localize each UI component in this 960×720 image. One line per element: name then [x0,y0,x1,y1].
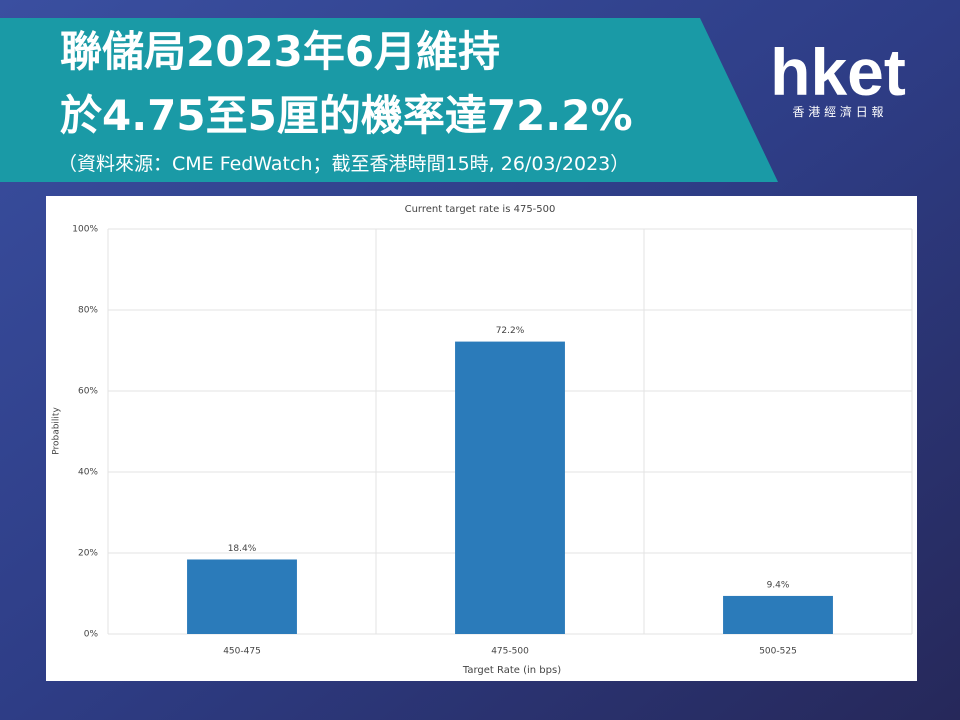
logo-subtitle: 香 港 經 濟 日 報 [792,104,883,119]
y-axis-label: Probability [52,407,62,455]
x-tick-label: 500-525 [759,647,797,657]
bar [723,595,833,634]
y-tick-label: 20% [78,549,98,559]
bar [455,341,565,634]
y-tick-label: 40% [78,468,98,478]
title-line: 聯儲局2023年6月維持 [60,27,500,76]
x-tick-label: 475-500 [491,647,529,657]
x-tick-label: 450-475 [223,647,261,657]
data-label: 18.4% [228,544,257,554]
y-tick-label: 0% [84,630,99,640]
title-banner [0,18,778,182]
logo: hket [770,35,906,109]
x-axis-label: Target Rate (in bps) [462,665,561,676]
title-line: 於4.75至5厘的機率達72.2% [60,91,633,140]
data-label: 72.2% [496,326,525,336]
y-tick-label: 100% [72,225,98,235]
data-label: 9.4% [767,580,790,590]
chart-title: Current target rate is 475-500 [405,204,556,215]
y-tick-label: 80% [78,306,98,316]
y-tick-label: 60% [78,387,98,397]
source-note: （資料來源：CME FedWatch；截至香港時間15時, 26/03/2023… [58,153,629,175]
bar [187,559,297,634]
